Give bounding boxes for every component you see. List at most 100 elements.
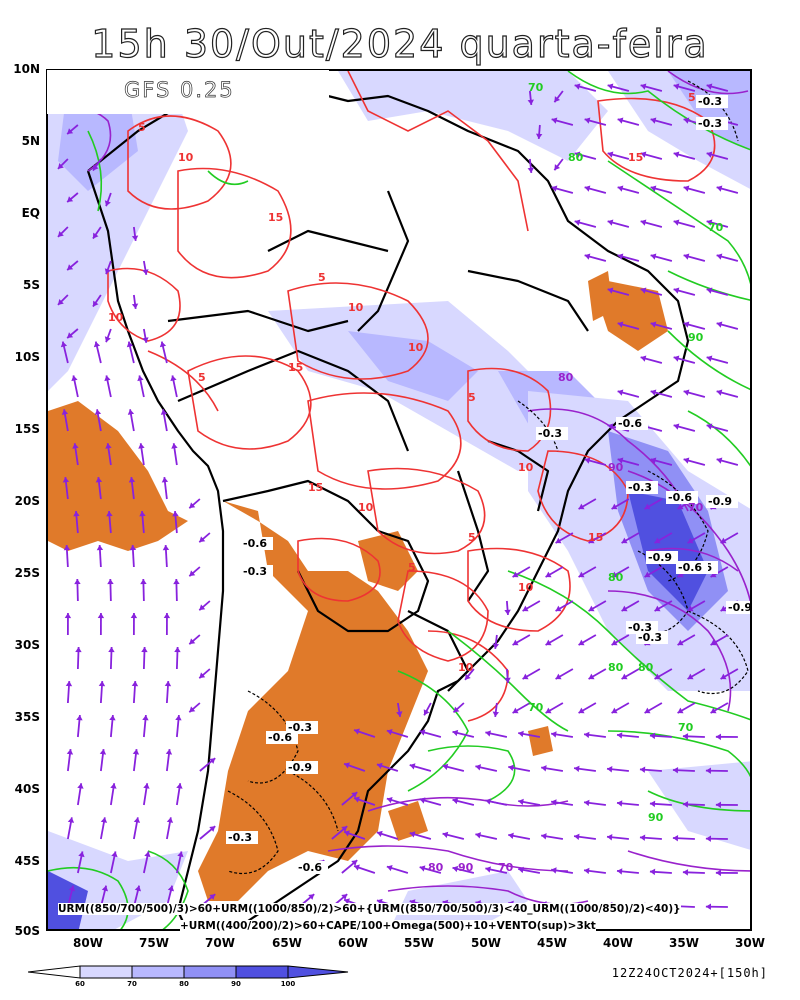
contour-label: 5	[318, 271, 326, 284]
wind-arrow	[584, 185, 607, 194]
wind-arrow	[423, 702, 432, 716]
wind-arrow	[57, 294, 69, 306]
wind-arrow	[386, 728, 409, 738]
wind-arrow	[353, 864, 376, 874]
lat-label-45s: 45S	[14, 854, 40, 868]
contour-label-bg	[226, 831, 258, 844]
wind-arrow	[583, 731, 606, 739]
wind-arrow	[650, 321, 673, 330]
wind-arrow	[545, 634, 564, 646]
wind-arrow	[66, 328, 79, 339]
contour-label: 90	[458, 861, 474, 874]
wind-arrow	[108, 646, 115, 670]
wind-arrow	[687, 600, 706, 612]
wind-arrow	[163, 612, 171, 636]
lat-label-5n: 5N	[21, 134, 40, 148]
wind-arrow	[673, 219, 696, 228]
wind-arrow	[578, 566, 597, 578]
wind-arrow	[173, 578, 180, 602]
wind-arrow	[331, 825, 348, 840]
lon-label-75w: 75W	[139, 936, 169, 950]
contour-label: 70	[678, 721, 694, 734]
contour-label: 10	[178, 151, 194, 164]
lat-label-50s: 50S	[14, 924, 40, 938]
wind-arrow	[672, 835, 695, 842]
wind-arrow	[617, 253, 640, 262]
wind-arrow	[522, 600, 541, 612]
wind-arrow	[683, 389, 706, 398]
wind-arrow	[165, 817, 174, 840]
wind-arrow	[132, 817, 141, 840]
wind-arrow	[174, 646, 181, 670]
wind-arrow	[683, 321, 706, 330]
wind-arrow	[104, 260, 112, 275]
wind-arrow	[66, 260, 79, 271]
wind-arrow	[66, 817, 75, 840]
wind-arrow	[710, 566, 729, 578]
wind-arrow	[160, 409, 168, 432]
wind-arrow	[131, 294, 139, 309]
contour-label-bg	[616, 417, 648, 430]
wind-arrow	[720, 668, 739, 680]
wind-arrow	[386, 864, 409, 874]
contour-label: -0.3	[638, 631, 662, 644]
wind-arrow	[644, 498, 663, 510]
wind-arrow	[396, 702, 403, 717]
lat-label-25s: 25S	[14, 566, 40, 580]
wind-arrow	[716, 389, 739, 398]
contour-label: 70	[498, 861, 514, 874]
wind-arrow	[94, 409, 102, 432]
wind-arrow	[673, 151, 696, 160]
wind-arrow	[96, 544, 104, 568]
wind-arrow	[706, 355, 729, 364]
lat-label-5s: 5S	[23, 278, 40, 292]
colorbar-tick-80: 80	[179, 980, 189, 988]
wind-arrow	[640, 219, 663, 228]
wind-arrow	[492, 634, 500, 650]
wind-arrow	[551, 799, 574, 806]
wind-arrow	[607, 219, 630, 228]
wind-arrow	[343, 762, 366, 772]
wind-arrow	[606, 766, 629, 773]
wind-arrow	[130, 612, 138, 636]
wind-arrow	[616, 868, 639, 875]
wind-arrow	[142, 328, 149, 343]
wind-arrow	[574, 151, 597, 160]
wind-arrow	[611, 702, 630, 714]
contour-label: -0.3	[698, 95, 722, 108]
wind-arrow	[419, 797, 442, 806]
formula-line-2: +URM((400/200)/2)>60+CAPE/100+Omega(500)…	[180, 920, 596, 932]
wind-arrow	[706, 151, 729, 160]
contour-label: -0.3	[628, 621, 652, 634]
cape-contour-layer	[107, 71, 716, 722]
green-contour-layer	[48, 71, 750, 929]
wind-arrow	[640, 151, 663, 160]
contour-label-bg	[241, 565, 273, 578]
lon-label-45w: 45W	[537, 936, 567, 950]
contour-label-bg	[676, 561, 708, 574]
wind-arrow	[71, 375, 79, 398]
wind-arrow	[139, 511, 146, 534]
lat-label-30s: 30S	[14, 638, 40, 652]
wind-arrow	[574, 219, 597, 228]
wind-arrow	[142, 715, 149, 738]
wind-arrow	[541, 765, 564, 772]
wind-arrow	[508, 832, 531, 840]
wind-arrow	[198, 532, 211, 543]
wind-arrow	[66, 192, 79, 203]
wind-arrow	[617, 389, 640, 398]
wind-arrow	[92, 226, 102, 240]
wind-arrow	[573, 765, 597, 772]
wind-arrow	[578, 498, 597, 510]
wind-arrow	[175, 715, 182, 738]
contour-label: 80	[608, 571, 624, 584]
wind-arrow	[706, 83, 729, 92]
wind-arrow	[649, 732, 672, 740]
wind-arrow	[588, 532, 607, 544]
contour-label: -0.3	[628, 481, 652, 494]
colorbar-tick-60: 60	[75, 980, 85, 988]
wind-arrow	[76, 715, 83, 738]
wind-arrow	[475, 764, 498, 772]
lat-label-40s: 40S	[14, 782, 40, 796]
